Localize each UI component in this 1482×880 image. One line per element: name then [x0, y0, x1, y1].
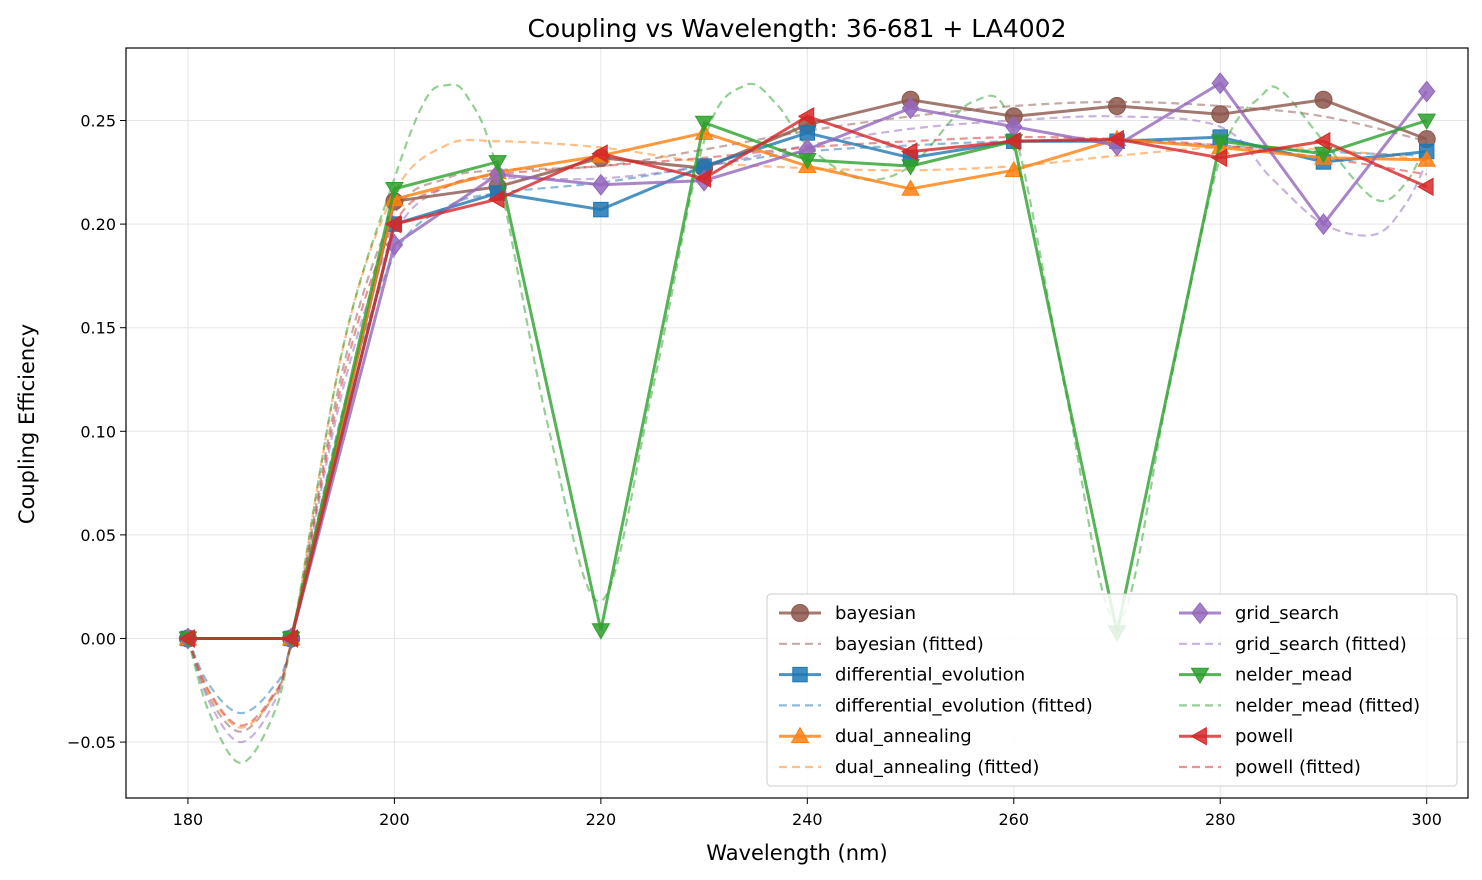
legend-grid_search-marker — [1191, 601, 1209, 625]
dual_annealing-point — [1004, 160, 1024, 178]
powell-point — [591, 144, 608, 164]
differential_evolution-point — [799, 125, 816, 141]
grid_search-point — [1211, 72, 1229, 95]
x-tick-label: 200 — [379, 810, 410, 829]
legend-differential_evolution-marker — [792, 666, 808, 683]
legend-bayesian-marker — [791, 604, 809, 622]
nelder_mead-point — [488, 155, 507, 172]
bayesian-point — [1314, 90, 1333, 109]
legend-nelder_mead-label: nelder_mead — [1235, 665, 1352, 686]
bayesian-point — [1211, 105, 1230, 124]
y-tick-label: 0.25 — [80, 112, 116, 131]
legend-differential_evolution-label: differential_evolution — [835, 665, 1025, 686]
dual_annealing-point — [1417, 150, 1437, 167]
powell-point — [1210, 148, 1228, 168]
y-tick-label: 0.05 — [80, 526, 116, 545]
nelder_mead-point — [1314, 146, 1333, 164]
powell-point — [281, 629, 299, 648]
powell-point — [1004, 131, 1021, 151]
nelder_mead-point — [1210, 134, 1230, 151]
axis-ticks: 180 200 220 240 260 280 300 −0.05 0.00 0.05 0.10 0.… — [67, 112, 1442, 829]
powell-point — [384, 214, 402, 234]
powell-fitted-curve — [186, 135, 1427, 727]
powell-point — [901, 142, 918, 161]
x-tick-label: 180 — [173, 810, 204, 829]
differential_evolution-point — [593, 201, 609, 218]
x-axis-label: Wavelength (nm) — [706, 841, 887, 865]
legend-nelder_mead-marker — [1190, 667, 1210, 685]
powell-point — [1313, 131, 1331, 151]
grid_search-point — [901, 97, 920, 120]
legend: bayesian bayesian (fitted) differential_ev… — [766, 593, 1458, 787]
legend-powell-marker — [1190, 726, 1207, 746]
nelder_mead-point — [385, 182, 404, 199]
nelder_mead-point — [1417, 113, 1437, 131]
legend-box — [766, 593, 1458, 787]
bayesian-point — [1108, 97, 1127, 116]
x-tick-label: 280 — [1205, 810, 1236, 829]
legend-powell-fitted-label: powell (fitted) — [1235, 757, 1361, 778]
x-tick-label: 220 — [586, 810, 617, 829]
y-tick-label: 0.15 — [80, 319, 116, 338]
powell-series — [178, 107, 1434, 648]
x-tick-label: 260 — [999, 810, 1030, 829]
legend-nelder_mead-fitted-label: nelder_mead (fitted) — [1235, 695, 1420, 716]
nelder_mead-point — [694, 115, 714, 133]
grid-lines — [126, 48, 1468, 798]
grid_search-point — [592, 173, 610, 196]
legend-dual_annealing-marker — [790, 726, 810, 744]
legend-grid_search-fitted-label: grid_search (fitted) — [1235, 634, 1407, 655]
powell-point — [797, 107, 815, 126]
y-tick-label: 0.20 — [80, 215, 116, 234]
legend-differential_evolution-fitted-label: differential_evolution (fitted) — [835, 695, 1093, 716]
dual_annealing-point — [901, 179, 920, 196]
powell-point — [694, 169, 711, 188]
plot-frame — [125, 47, 1469, 799]
grid_search-point — [1417, 80, 1436, 103]
y-axis-label: Coupling Efficiency — [15, 324, 39, 524]
legend-dual_annealing-label: dual_annealing — [835, 726, 972, 747]
legend-bayesian-fitted-label: bayesian (fitted) — [835, 634, 984, 655]
grid_search-point — [1314, 213, 1333, 236]
powell-point — [1107, 129, 1124, 149]
nelder_mead-point — [591, 623, 611, 640]
legend-grid_search-label: grid_search — [1235, 603, 1339, 624]
y-tick-label: 0.10 — [80, 422, 116, 441]
y-tick-label: −0.05 — [67, 733, 116, 752]
x-tick-label: 300 — [1411, 810, 1442, 829]
legend-bayesian-label: bayesian — [835, 603, 916, 624]
nelder_mead-point — [797, 153, 817, 170]
y-tick-label: 0.00 — [80, 629, 116, 648]
legend-dual_annealing-fitted-label: dual_annealing (fitted) — [835, 757, 1039, 778]
powell-point — [1417, 177, 1434, 197]
chart-title: Coupling vs Wavelength: 36-681 + LA4002 — [527, 14, 1066, 43]
powell-point — [488, 189, 505, 209]
legend-powell-label: powell — [1235, 726, 1293, 747]
x-tick-label: 240 — [792, 810, 823, 829]
nelder_mead-point — [901, 159, 920, 176]
powell-point — [178, 629, 195, 648]
